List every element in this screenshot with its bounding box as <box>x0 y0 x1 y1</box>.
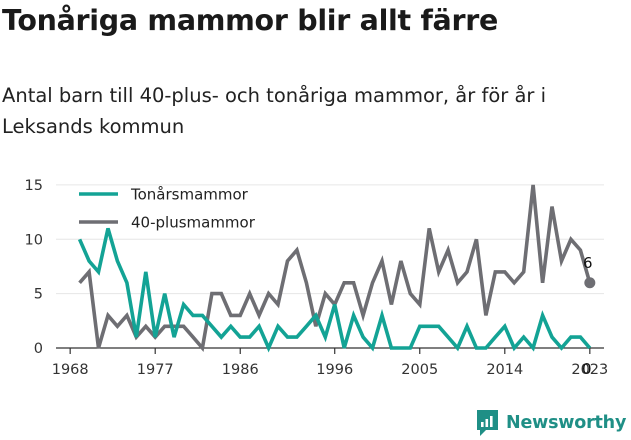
brand-logo: Newsworthy <box>475 406 626 440</box>
legend-label: Tonårsmammor <box>130 186 249 204</box>
y-tick-label: 5 <box>34 287 43 303</box>
y-tick-label: 15 <box>25 178 43 194</box>
chart-title: Tonåriga mammor blir allt färre <box>2 4 499 37</box>
legend: Tonårsmammor 40-plusmammor <box>79 186 256 232</box>
y-tick-label: 10 <box>25 232 43 248</box>
series-layer <box>77 184 596 353</box>
y-tick-label: 0 <box>34 341 43 357</box>
chart-subtitle: Antal barn till 40-plus- och tonåriga ma… <box>2 84 547 138</box>
end-point-marker <box>584 277 596 289</box>
x-tick-label: 1977 <box>137 362 174 378</box>
end-label-tonarsmammor: 0 <box>582 360 592 378</box>
x-tick-label: 1996 <box>316 362 353 378</box>
x-tick-label: 2023 <box>571 362 608 378</box>
brand-name: Newsworthy <box>506 413 627 433</box>
axis-layer: 0 5 10 15 1968 1977 1986 1996 2005 2014 2023 <box>25 178 609 378</box>
x-tick-label: 2005 <box>401 362 438 378</box>
x-tick-label: 2014 <box>486 362 523 378</box>
series-line-tonarsmammor <box>77 227 592 353</box>
end-labels-layer: 60 <box>582 254 593 378</box>
newsworthy-logo-icon <box>477 410 498 436</box>
series-line-40-plusmammor <box>78 184 592 353</box>
x-tick-label: 1986 <box>222 362 259 378</box>
end-label-40-plusmammor: 6 <box>583 254 593 272</box>
legend-label: 40-plusmammor <box>131 214 256 232</box>
x-tick-label: 1968 <box>52 362 89 378</box>
